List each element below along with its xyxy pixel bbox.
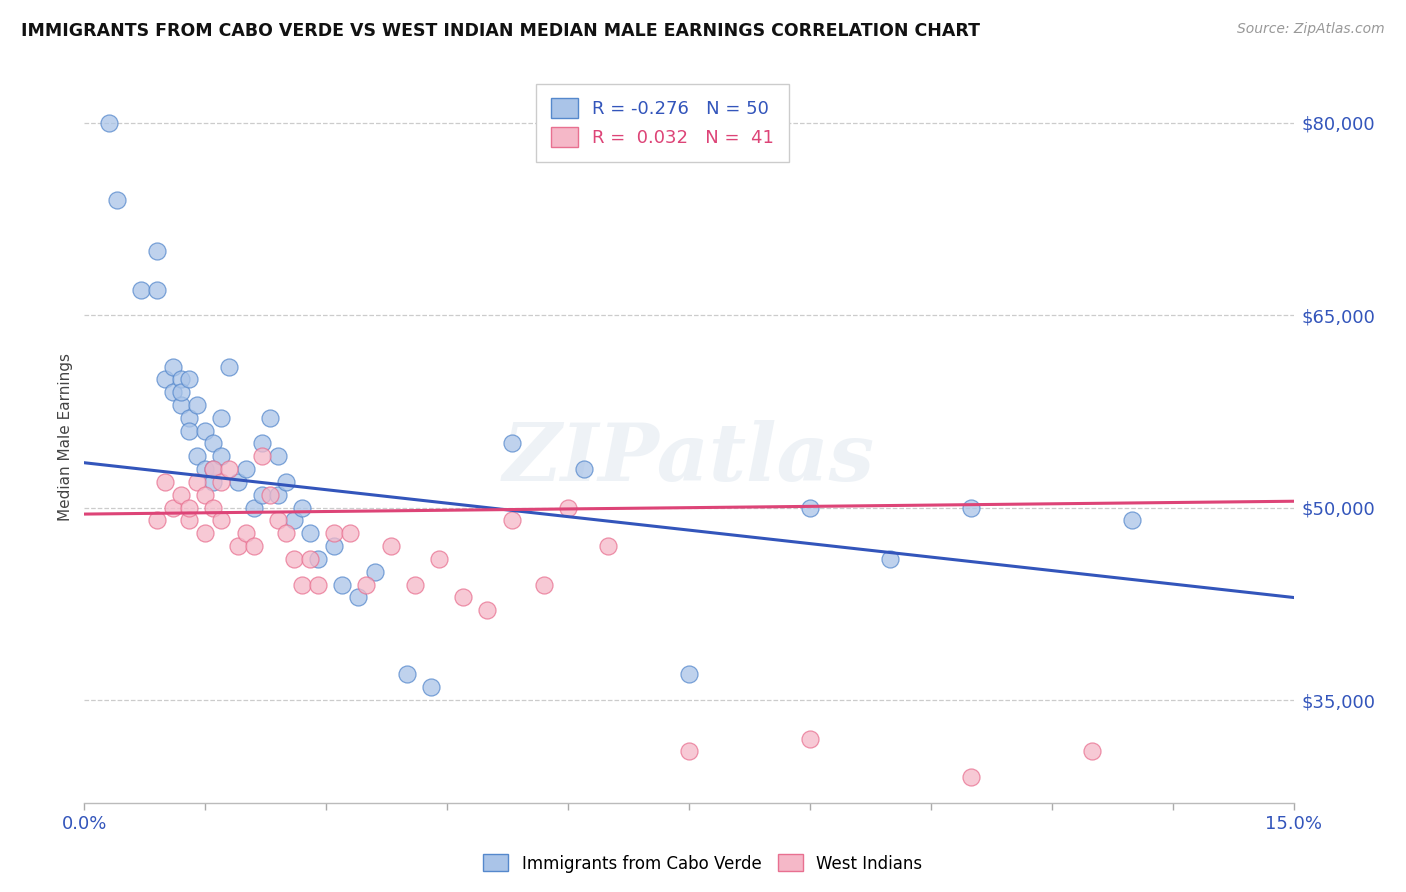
Point bbox=[363, 565, 385, 579]
Text: Source: ZipAtlas.com: Source: ZipAtlas.com bbox=[1237, 22, 1385, 37]
Point bbox=[1081, 744, 1104, 758]
Point bbox=[339, 526, 361, 541]
Point bbox=[179, 372, 201, 386]
Point bbox=[427, 552, 450, 566]
Point bbox=[572, 462, 595, 476]
Point bbox=[146, 283, 169, 297]
Point bbox=[557, 500, 579, 515]
Point bbox=[250, 488, 273, 502]
Point bbox=[307, 552, 329, 566]
Point bbox=[501, 436, 523, 450]
Point bbox=[291, 577, 314, 591]
Point bbox=[170, 372, 193, 386]
Point bbox=[194, 424, 217, 438]
Point bbox=[186, 450, 208, 464]
Point bbox=[129, 283, 152, 297]
Point bbox=[218, 462, 240, 476]
Point bbox=[451, 591, 474, 605]
Point bbox=[299, 552, 322, 566]
Point bbox=[678, 667, 700, 681]
Point bbox=[170, 488, 193, 502]
Point bbox=[291, 500, 314, 515]
Y-axis label: Median Male Earnings: Median Male Earnings bbox=[58, 353, 73, 521]
Point bbox=[259, 410, 281, 425]
Point bbox=[202, 462, 225, 476]
Point bbox=[209, 450, 232, 464]
Point bbox=[307, 577, 329, 591]
Point bbox=[404, 577, 426, 591]
Point bbox=[259, 488, 281, 502]
Point bbox=[323, 526, 346, 541]
Point bbox=[960, 770, 983, 784]
Text: ZIPatlas: ZIPatlas bbox=[503, 420, 875, 498]
Point bbox=[179, 514, 201, 528]
Point bbox=[283, 552, 305, 566]
Point bbox=[380, 539, 402, 553]
Point bbox=[226, 475, 249, 489]
Point bbox=[678, 744, 700, 758]
Point bbox=[283, 514, 305, 528]
Point bbox=[209, 410, 232, 425]
Point bbox=[186, 475, 208, 489]
Point bbox=[395, 667, 418, 681]
Point bbox=[186, 398, 208, 412]
Point bbox=[162, 359, 184, 374]
Point bbox=[209, 514, 232, 528]
Point bbox=[179, 424, 201, 438]
Point bbox=[194, 488, 217, 502]
Point bbox=[218, 359, 240, 374]
Point bbox=[267, 488, 290, 502]
Point bbox=[501, 514, 523, 528]
Point bbox=[250, 436, 273, 450]
Point bbox=[242, 539, 264, 553]
Point bbox=[267, 514, 290, 528]
Point bbox=[209, 475, 232, 489]
Point bbox=[267, 450, 290, 464]
Point bbox=[146, 244, 169, 258]
Point bbox=[250, 450, 273, 464]
Point bbox=[242, 500, 264, 515]
Point bbox=[162, 385, 184, 400]
Point bbox=[105, 193, 128, 207]
Point bbox=[202, 475, 225, 489]
Point bbox=[162, 500, 184, 515]
Point bbox=[274, 526, 297, 541]
Point bbox=[299, 526, 322, 541]
Point bbox=[477, 603, 499, 617]
Point bbox=[330, 577, 353, 591]
Point bbox=[420, 681, 443, 695]
Point bbox=[598, 539, 620, 553]
Point bbox=[323, 539, 346, 553]
Point bbox=[1121, 514, 1143, 528]
Point bbox=[274, 475, 297, 489]
Point bbox=[170, 398, 193, 412]
Point bbox=[879, 552, 901, 566]
Point bbox=[202, 500, 225, 515]
Point bbox=[179, 410, 201, 425]
Point bbox=[226, 539, 249, 553]
Point bbox=[194, 462, 217, 476]
Point bbox=[235, 462, 257, 476]
Point bbox=[202, 436, 225, 450]
Point bbox=[960, 500, 983, 515]
Point bbox=[97, 116, 120, 130]
Legend: Immigrants from Cabo Verde, West Indians: Immigrants from Cabo Verde, West Indians bbox=[477, 847, 929, 880]
Point bbox=[153, 475, 176, 489]
Point bbox=[179, 500, 201, 515]
Text: IMMIGRANTS FROM CABO VERDE VS WEST INDIAN MEDIAN MALE EARNINGS CORRELATION CHART: IMMIGRANTS FROM CABO VERDE VS WEST INDIA… bbox=[21, 22, 980, 40]
Point bbox=[533, 577, 555, 591]
Point bbox=[170, 385, 193, 400]
Legend: R = -0.276   N = 50, R =  0.032   N =  41: R = -0.276 N = 50, R = 0.032 N = 41 bbox=[537, 84, 789, 161]
Point bbox=[202, 462, 225, 476]
Point bbox=[146, 514, 169, 528]
Point bbox=[153, 372, 176, 386]
Point bbox=[347, 591, 370, 605]
Point bbox=[799, 731, 821, 746]
Point bbox=[194, 526, 217, 541]
Point bbox=[356, 577, 378, 591]
Point bbox=[235, 526, 257, 541]
Point bbox=[799, 500, 821, 515]
